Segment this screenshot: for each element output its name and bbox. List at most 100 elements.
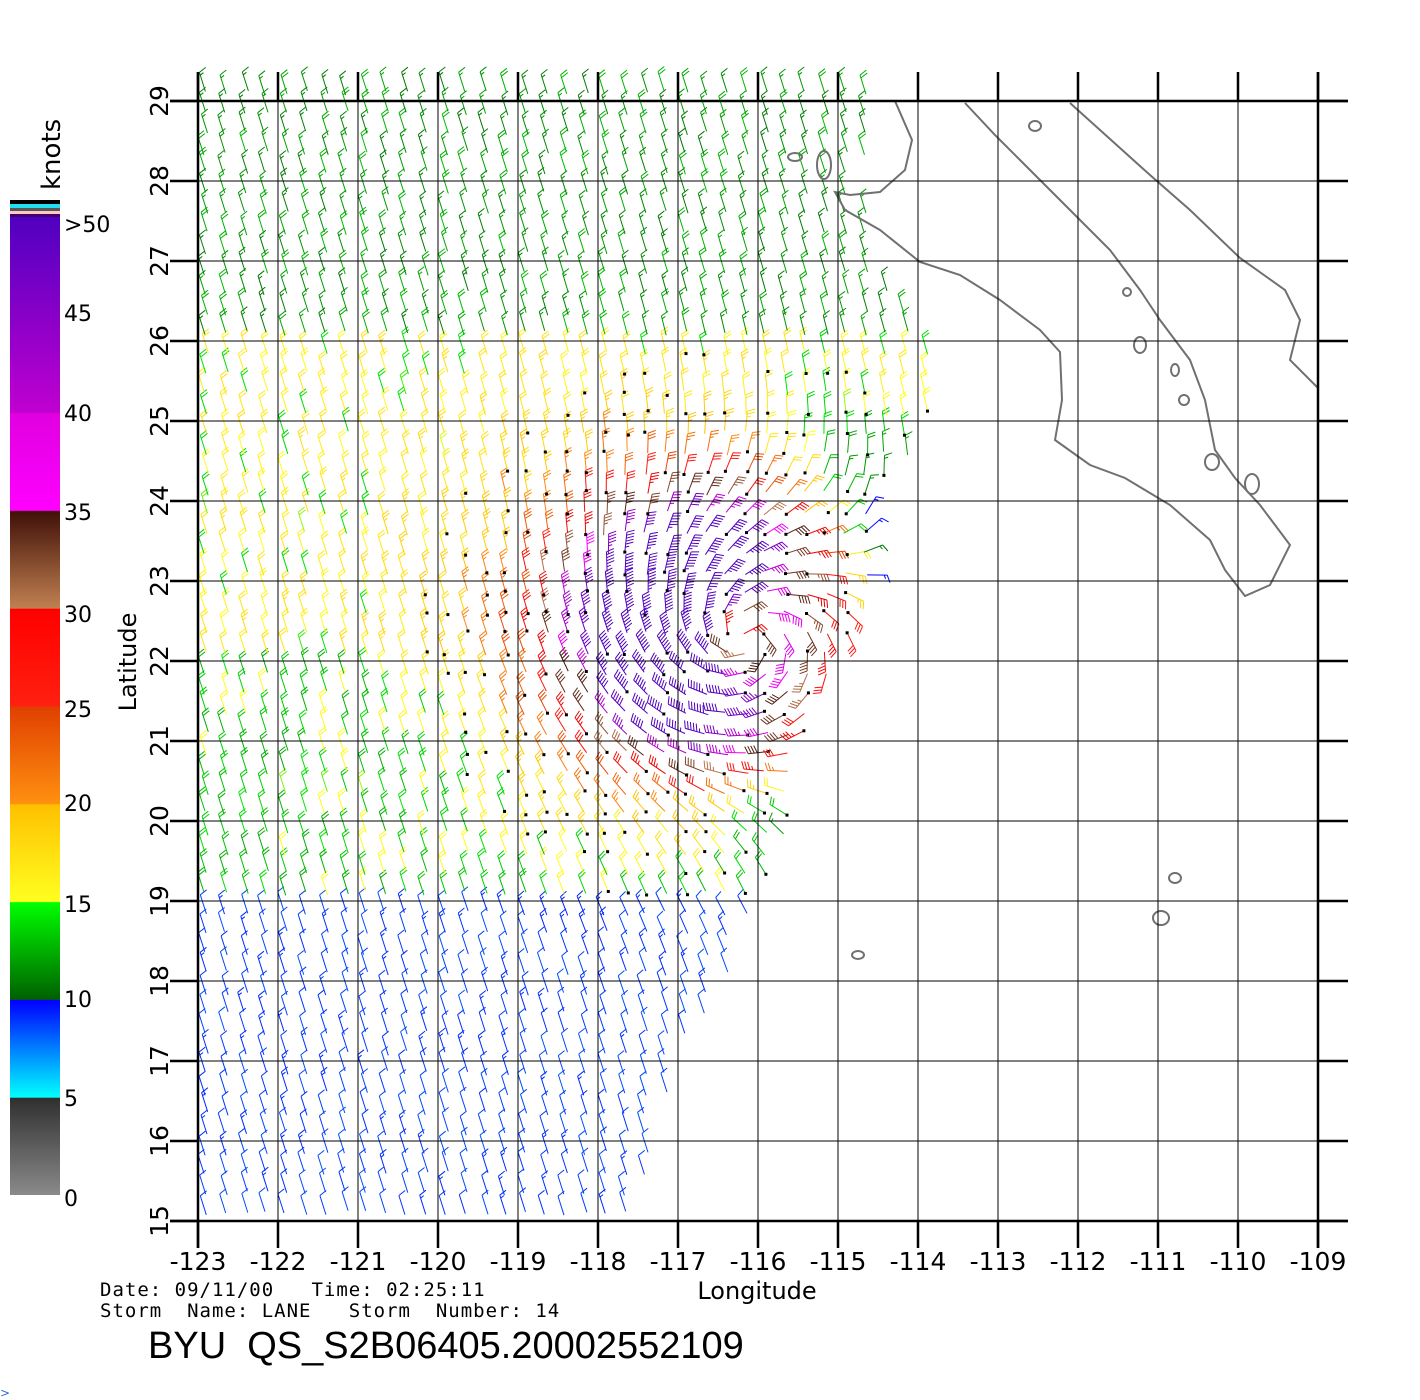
wind-barb	[220, 408, 229, 434]
wind-barb	[786, 478, 808, 496]
wind-barb	[763, 732, 789, 743]
wind-barb	[358, 990, 366, 1016]
wind-barb	[556, 968, 565, 993]
rain-flag-marker	[743, 691, 747, 695]
wind-barb	[399, 128, 407, 153]
wind-barb	[621, 310, 630, 335]
wind-barb	[461, 547, 470, 572]
wind-barb	[650, 716, 669, 736]
wind-barb	[680, 110, 689, 136]
rain-flag-marker	[723, 469, 727, 473]
wind-barb	[498, 930, 506, 956]
wind-barb	[584, 466, 594, 491]
wind-barb	[565, 508, 574, 533]
wind-barb	[199, 889, 207, 915]
rain-flag-marker	[706, 669, 710, 673]
wind-barb	[626, 427, 635, 452]
wind-barb	[601, 607, 614, 633]
wind-barb	[817, 651, 826, 676]
wind-barb	[439, 769, 447, 795]
wind-barb	[741, 226, 749, 252]
rain-flag-marker	[544, 610, 548, 614]
wind-barb	[321, 928, 329, 954]
wind-barb	[840, 209, 848, 234]
wind-barb	[521, 547, 531, 572]
rain-flag-marker	[606, 850, 610, 854]
wind-barb	[339, 189, 347, 215]
wind-barb	[699, 930, 709, 955]
wind-barb	[733, 829, 747, 853]
wind-barb	[418, 688, 427, 713]
wind-barb	[537, 987, 545, 1013]
rain-flag-marker	[706, 633, 710, 637]
wind-barb	[823, 610, 840, 632]
wind-barb	[437, 668, 445, 693]
wind-barb	[380, 790, 389, 815]
wind-barb	[517, 1168, 525, 1193]
wind-barb	[217, 150, 225, 175]
wind-barb	[579, 970, 588, 995]
wind-barb	[299, 668, 308, 694]
wind-barb	[787, 692, 809, 709]
wind-barb	[419, 607, 428, 633]
wind-barb	[536, 807, 546, 833]
wind-barb	[318, 726, 327, 752]
wind-barb	[340, 469, 349, 494]
wind-barb	[381, 1030, 389, 1056]
wind-barb	[478, 1006, 486, 1032]
wind-barb	[518, 647, 527, 673]
wind-barb	[320, 530, 329, 555]
rain-flag-marker	[864, 529, 868, 533]
wind-barb	[418, 1090, 426, 1116]
wind-barb	[803, 430, 817, 452]
wind-barb	[705, 553, 724, 572]
wind-barb	[673, 831, 687, 856]
wind-barb	[639, 607, 653, 632]
wind-barb	[500, 989, 508, 1015]
wind-barb	[706, 572, 723, 592]
wind-barb	[500, 1027, 509, 1052]
wind-barb	[540, 1030, 548, 1055]
wind-barb	[647, 568, 656, 592]
rain-flag-marker	[763, 811, 766, 815]
rain-flag-marker	[882, 473, 886, 477]
wind-barb	[721, 369, 730, 394]
wind-barb	[621, 989, 629, 1015]
wind-barb	[398, 190, 407, 215]
wind-barb	[419, 826, 428, 852]
wind-barb	[635, 888, 645, 914]
wind-barb	[743, 601, 768, 612]
wind-barb	[611, 729, 627, 751]
wind-barb	[557, 1190, 565, 1216]
wind-barb	[221, 987, 229, 1013]
wind-barb	[397, 747, 406, 773]
wind-barb	[639, 1070, 647, 1096]
wind-barb	[481, 490, 490, 515]
wind-barb	[700, 309, 708, 335]
wind-barb	[821, 89, 829, 115]
wind-barb	[718, 206, 726, 232]
wind-barb	[499, 169, 508, 195]
wind-barb	[666, 471, 681, 493]
wind-barb	[879, 350, 888, 376]
wind-barb	[280, 906, 288, 932]
wind-barb	[724, 775, 745, 792]
wind-barb	[879, 368, 888, 393]
wind-barb	[257, 890, 265, 915]
rain-flag-marker	[503, 629, 507, 633]
wind-barb	[359, 1007, 367, 1032]
wind-barb	[897, 288, 906, 314]
rain-flag-marker	[602, 449, 606, 453]
wind-barb	[739, 250, 748, 276]
wind-barb	[715, 891, 726, 916]
wind-barb	[577, 1169, 585, 1194]
wind-barb	[717, 148, 726, 173]
wind-barb	[721, 289, 730, 314]
wind-barb	[258, 390, 267, 415]
wind-barb	[481, 128, 489, 153]
wind-barb	[220, 930, 228, 956]
wind-barb	[823, 390, 832, 415]
wind-barb	[277, 1188, 285, 1214]
wind-barb	[515, 690, 525, 715]
wind-barb	[786, 546, 811, 557]
